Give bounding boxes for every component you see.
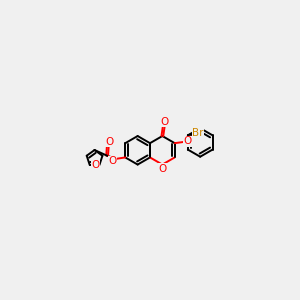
Text: O: O bbox=[108, 156, 117, 166]
Text: O: O bbox=[159, 164, 167, 174]
Text: O: O bbox=[160, 117, 168, 127]
Text: O: O bbox=[105, 136, 113, 147]
Text: Br: Br bbox=[192, 128, 204, 138]
Text: O: O bbox=[91, 160, 99, 170]
Text: O: O bbox=[184, 136, 192, 146]
